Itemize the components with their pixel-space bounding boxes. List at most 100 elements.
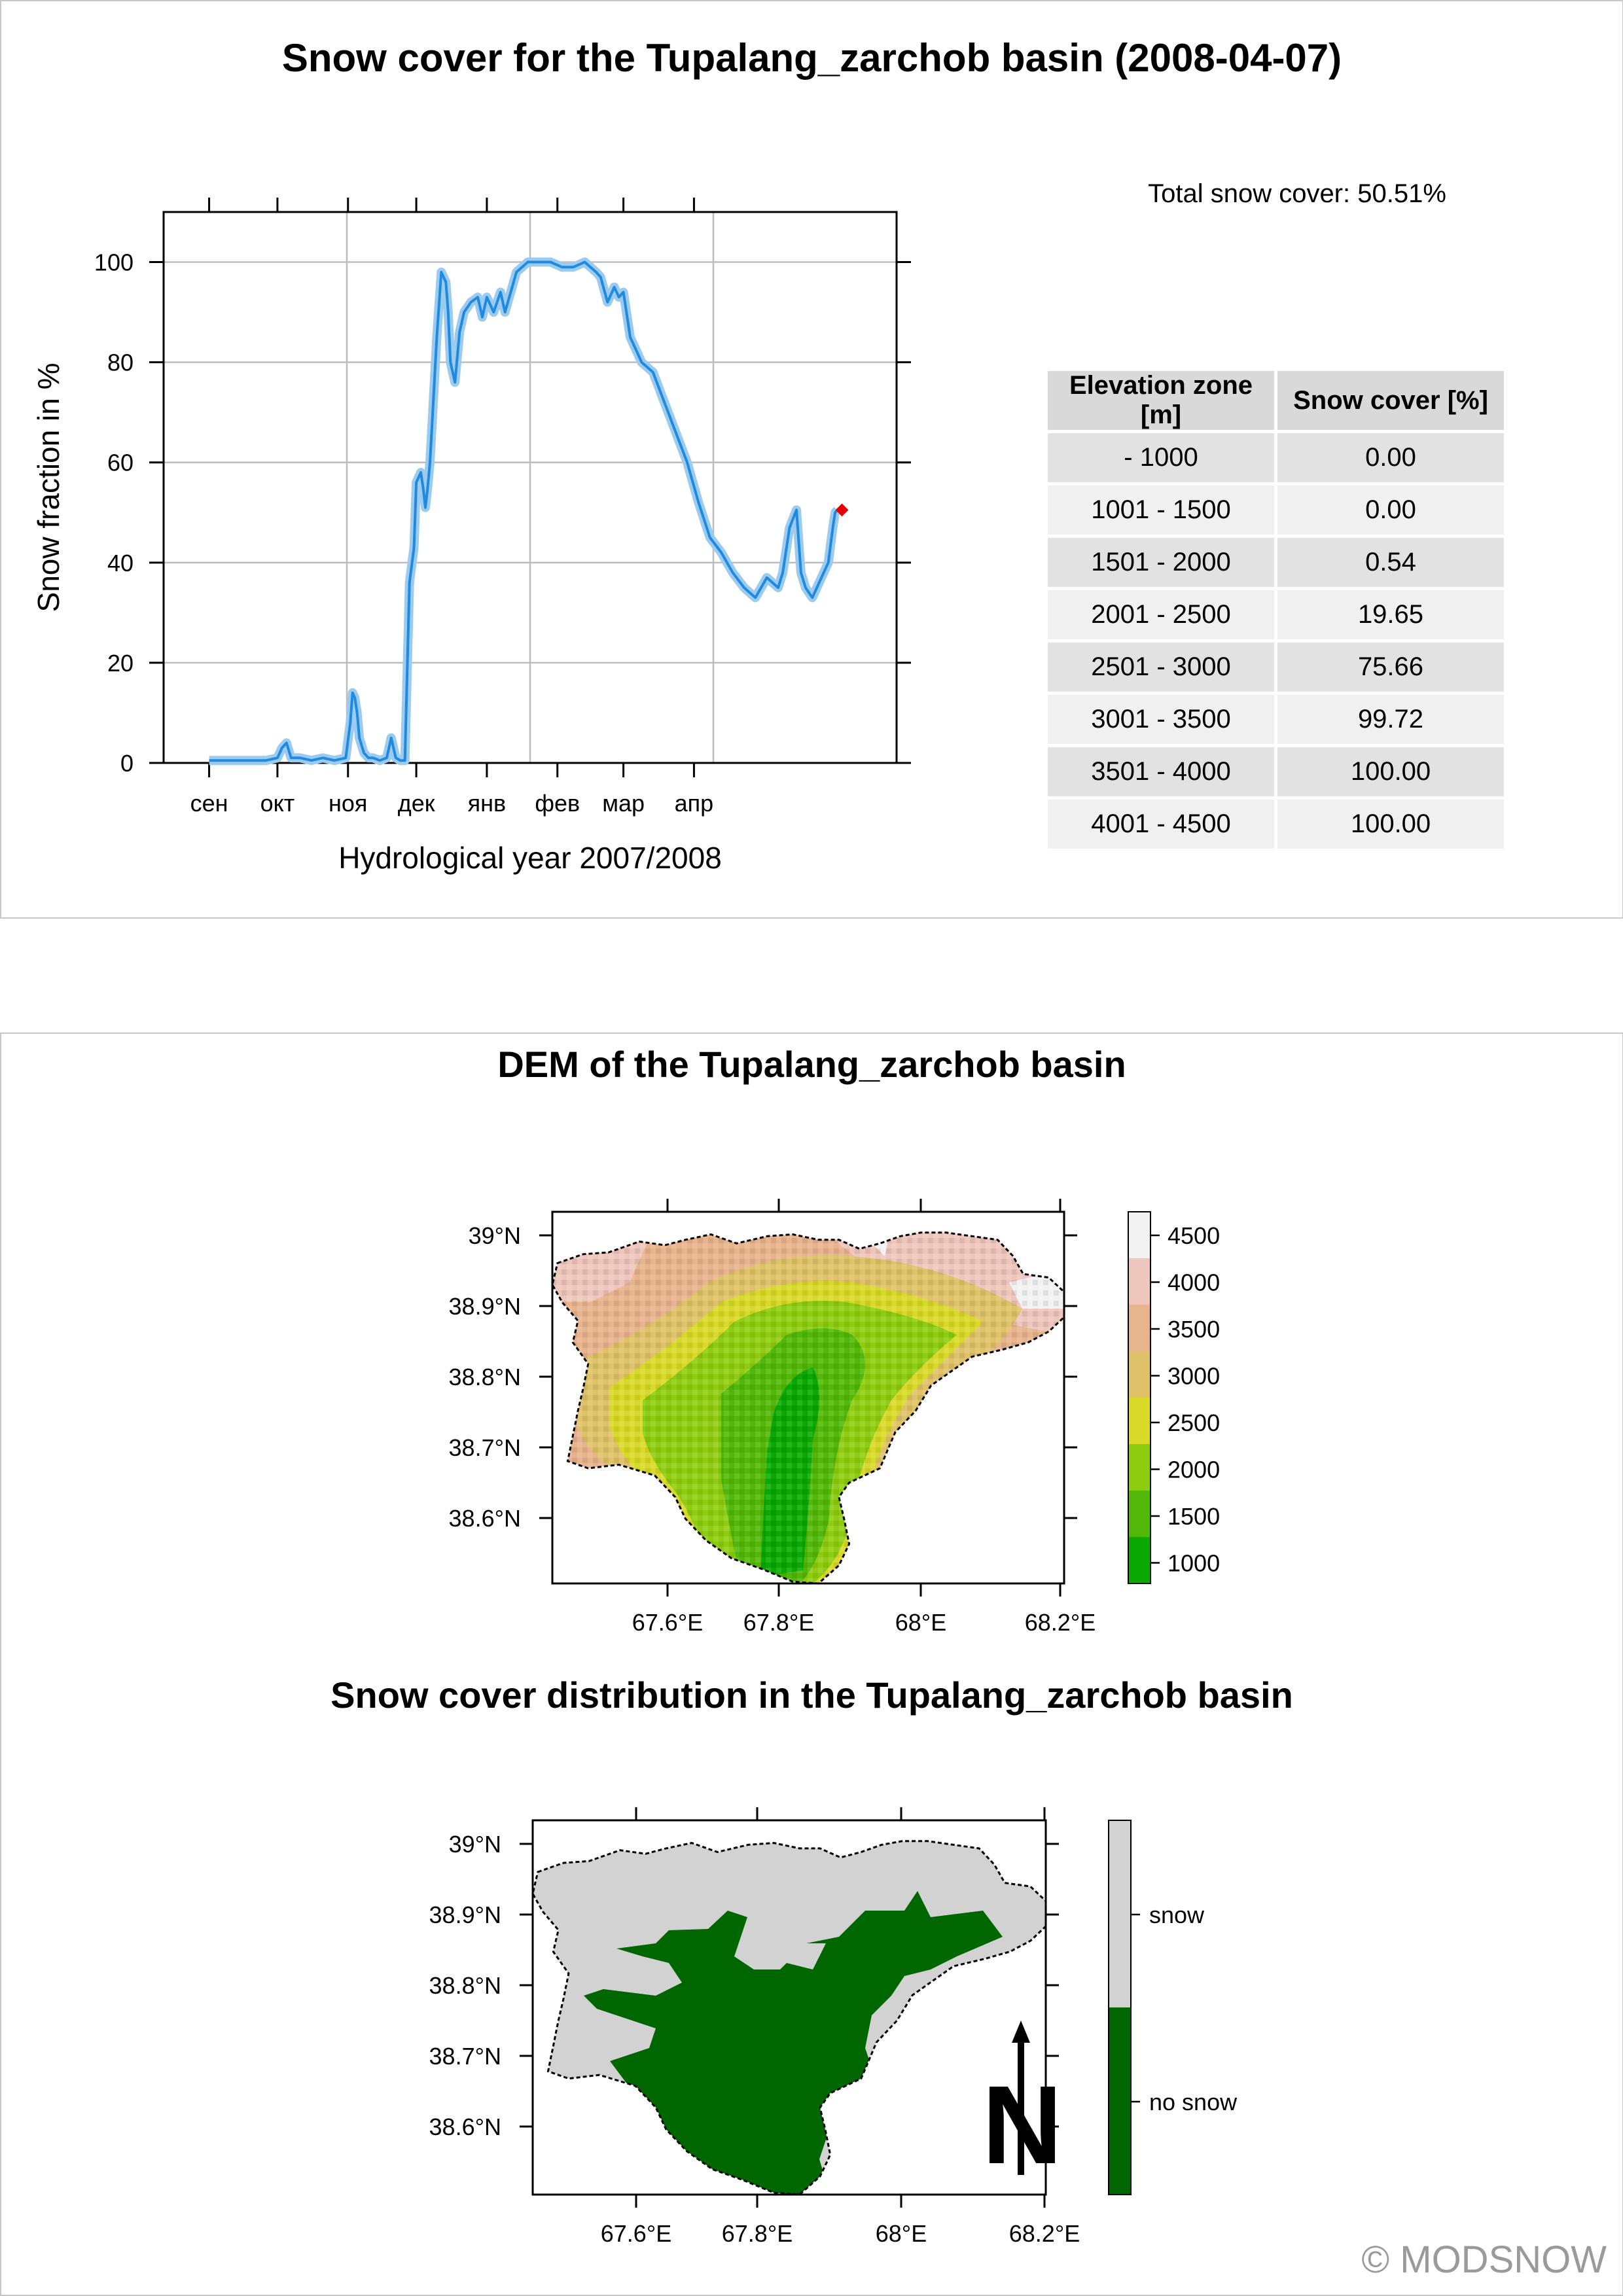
colorbar-label: 3000 [1168, 1363, 1220, 1390]
north-arrow-icon: N [982, 2021, 1063, 2187]
zone-cell: - 1000 [1048, 433, 1274, 482]
zone-cell: 3001 - 3500 [1048, 695, 1274, 744]
legend-frame [1108, 1820, 1132, 2195]
legend-swatch-no-snow [1109, 2007, 1131, 2195]
x-tick-label: 67.8°E [743, 1609, 814, 1636]
legend-label: snow [1149, 1901, 1205, 1928]
x-tick-label: мар [602, 790, 645, 817]
colorbar-segment [1128, 1398, 1150, 1445]
timeseries-panel: Snow cover for the Tupalang_zarchob basi… [0, 0, 1623, 919]
y-tick-label: 39°N [449, 1831, 501, 1858]
timeseries-title: Snow cover for the Tupalang_zarchob basi… [281, 36, 1342, 80]
x-tick-label: 68.2°E [1025, 1609, 1096, 1636]
x-tick-label: 68.2°E [1009, 2220, 1080, 2247]
y-tick-label: 0 [120, 750, 134, 777]
value-cell: 19.65 [1277, 590, 1504, 639]
colorbar-label: 1000 [1168, 1550, 1220, 1577]
colorbar-label: 1500 [1168, 1503, 1220, 1530]
y-tick-label: 80 [107, 349, 134, 376]
elev-texture [552, 1232, 1064, 1583]
table-row: 2001 - 2500 19.65 [1048, 590, 1504, 639]
snow-legend: snow no snow [1108, 1820, 1238, 2195]
value-cell: 75.66 [1277, 643, 1504, 692]
x-tick-label: ноя [329, 790, 367, 817]
x-tick-label: 67.6°E [632, 1609, 703, 1636]
x-tick-label: 68°E [895, 1609, 946, 1636]
y-tick-label: 38.8°N [449, 1364, 521, 1390]
y-tick-label: 60 [107, 450, 134, 476]
y-tick-label: 38.6°N [449, 1505, 521, 1532]
basin-outline [531, 1840, 1047, 2196]
table-row: - 1000 0.00 [1048, 433, 1504, 482]
dem-frame [551, 1210, 1065, 1585]
y-tick-label: 38.9°N [429, 1901, 501, 1928]
x-tick-label: 67.6°E [601, 2220, 671, 2247]
table-row: 4001 - 4500 100.00 [1048, 800, 1504, 849]
snow-area [787, 1943, 826, 1969]
snow-raster [533, 1841, 1046, 2195]
series-line-halo [209, 257, 841, 766]
colorbar-label: 2000 [1168, 1457, 1220, 1483]
y-tick-label: 38.7°N [429, 2043, 501, 2070]
colorbar-segment [1128, 1351, 1150, 1398]
y-tick-label: 38.6°N [429, 2113, 501, 2140]
chart-grid [164, 212, 897, 764]
plot-frame [162, 211, 898, 764]
maps-panel: DEM of the Tupalang_zarchob basin 67.6°E… [0, 1033, 1623, 2296]
value-cell: 99.72 [1277, 695, 1504, 744]
value-cell: 0.54 [1277, 538, 1504, 587]
zone-cell: 1001 - 1500 [1048, 486, 1274, 535]
table-row: 3501 - 4000 100.00 [1048, 747, 1504, 796]
y-tick-label: 38.8°N [429, 1972, 501, 1999]
x-tick-label: фев [535, 790, 580, 817]
colorbar-segment [1128, 1305, 1150, 1352]
x-tick-label: сен [190, 790, 228, 817]
zone-cell: 2001 - 2500 [1048, 590, 1274, 639]
dem-axes: 67.6°E 67.8°E 68°E 68.2°E 39°N 38.9°N 38.8°N 38… [449, 1199, 1096, 1636]
zone-cell: 2501 - 3000 [1048, 643, 1274, 692]
colorbar-label: 4000 [1168, 1269, 1220, 1296]
zone-cell: 3501 - 4000 [1048, 747, 1274, 796]
colorbar-segment [1128, 1491, 1150, 1538]
y-axis-label: Snow fraction in % [31, 363, 65, 612]
dem-raster [552, 1232, 1064, 1583]
value-cell: 0.00 [1277, 433, 1504, 482]
value-cell: 100.00 [1277, 747, 1504, 796]
table-header-snow-cover: Snow cover [%] [1277, 371, 1504, 430]
copyright-label: © MODSNOW [1361, 2238, 1607, 2281]
x-tick-label: апр [675, 790, 714, 817]
colorbar-label: 4500 [1168, 1222, 1220, 1249]
north-arrow-label: N [982, 2063, 1063, 2187]
value-cell: 100.00 [1277, 800, 1504, 849]
elevation-zone-table: Elevation zone [m] Snow cover [%] - 1000… [1044, 368, 1507, 852]
current-value-marker [835, 503, 849, 517]
current-value-point [835, 503, 849, 517]
snow-map: 67.6°E 67.8°E 68°E 68.2°E 39°N 38.9°N 38.8°N 38… [429, 1807, 1238, 2247]
chart-axes: 0 20 40 60 80 100 сен окт ноя дек янв фев мар апр [94, 198, 911, 817]
table-row: 1001 - 1500 0.00 [1048, 486, 1504, 535]
table-row: 2501 - 3000 75.66 [1048, 643, 1504, 692]
y-tick-label: 39°N [469, 1222, 521, 1249]
snow-map-title: Snow cover distribution in the Tupalang_… [330, 1674, 1293, 1716]
dem-title: DEM of the Tupalang_zarchob basin [497, 1044, 1126, 1085]
x-tick-label: 67.8°E [722, 2220, 793, 2247]
table-row: 1501 - 2000 0.54 [1048, 538, 1504, 587]
dem-map: 67.6°E 67.8°E 68°E 68.2°E 39°N 38.9°N 38.8°N 38… [449, 1199, 1220, 1636]
y-tick-label: 38.7°N [449, 1434, 521, 1461]
colorbar-segment [1128, 1258, 1150, 1305]
colorbar-label: 3500 [1168, 1316, 1220, 1343]
snow-area [741, 1930, 787, 1963]
y-tick-label: 40 [107, 550, 134, 576]
colorbar-segment [1128, 1212, 1150, 1259]
total-snow-cover: Total snow cover: 50.51% [1148, 179, 1446, 208]
colorbar-label: 2500 [1168, 1409, 1220, 1436]
snow-fraction-chart: 0 20 40 60 80 100 сен окт ноя дек янв фев мар апр Hyd… [31, 198, 911, 875]
zone-cell: 1501 - 2000 [1048, 538, 1274, 587]
legend-label: no snow [1149, 2089, 1238, 2115]
series-line [209, 260, 839, 762]
x-tick-label: окт [260, 790, 295, 817]
y-tick-label: 38.9°N [449, 1293, 521, 1320]
colorbar-segment [1128, 1444, 1150, 1491]
no-snow-area [584, 1891, 1003, 2195]
table-header-elevation: Elevation zone [m] [1048, 371, 1274, 430]
